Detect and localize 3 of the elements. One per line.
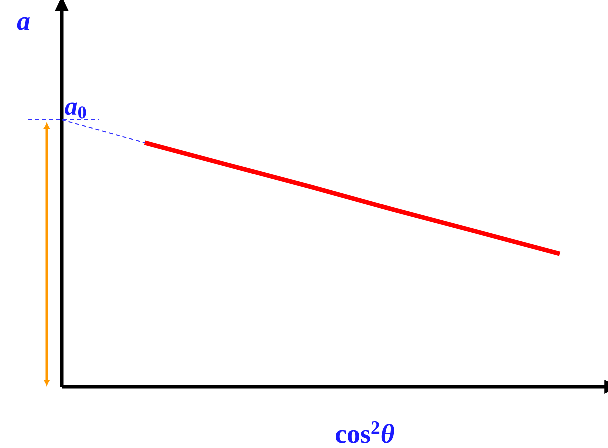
x-axis-title: cos$^{2}$θ [336,422,394,444]
annotation: a$_{0}$ [65,102,86,119]
y-axis-title: a [17,17,30,30]
